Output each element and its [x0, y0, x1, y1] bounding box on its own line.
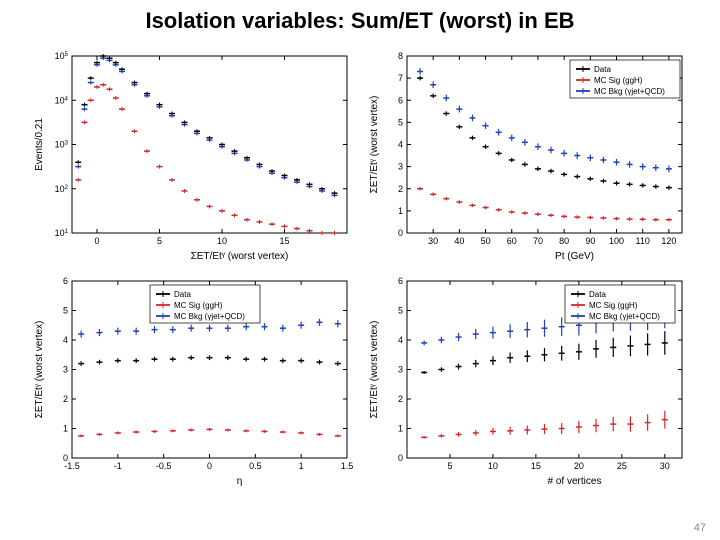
svg-text:1: 1: [63, 424, 68, 434]
svg-text:4: 4: [398, 335, 403, 345]
svg-text:5: 5: [398, 306, 403, 316]
svg-text:MC Bkg (γjet+QCD): MC Bkg (γjet+QCD): [174, 312, 245, 321]
svg-text:4: 4: [63, 335, 68, 345]
svg-text:120: 120: [661, 236, 676, 246]
panel-top-left: 0 5 10 15 101 102 103 104 105 ΣET/Etᵞ (worst vert…: [30, 48, 355, 263]
svg-text:102: 102: [55, 184, 69, 194]
svg-text:7: 7: [398, 73, 403, 83]
svg-text:90: 90: [585, 236, 595, 246]
svg-text:1.5: 1.5: [341, 461, 354, 471]
svg-text:50: 50: [481, 236, 491, 246]
svg-text:MC Sig (ggH): MC Sig (ggH): [174, 301, 223, 310]
svg-text:20: 20: [574, 461, 584, 471]
svg-text:104: 104: [55, 95, 69, 105]
svg-text:10: 10: [488, 461, 498, 471]
svg-text:0: 0: [207, 461, 212, 471]
svg-text:2: 2: [398, 184, 403, 194]
svg-text:30: 30: [660, 461, 670, 471]
svg-text:MC Sig (ggH): MC Sig (ggH): [594, 76, 643, 85]
svg-text:3: 3: [398, 365, 403, 375]
svg-text:5: 5: [398, 117, 403, 127]
svg-text:Data: Data: [174, 290, 191, 299]
panel-top-right: 30 40 50 60 70 80 90 100 110 120 0 1 2 3 4 5 6 7 8 Pt (GeV)…: [365, 48, 690, 263]
svg-text:MC Bkg (γjet+QCD): MC Bkg (γjet+QCD): [594, 87, 665, 96]
svg-text:0: 0: [398, 228, 403, 238]
svg-text:MC Bkg (γjet+QCD): MC Bkg (γjet+QCD): [589, 312, 660, 321]
svg-text:# of vertices: # of vertices: [548, 476, 602, 487]
svg-text:Data: Data: [594, 65, 611, 74]
svg-text:Data: Data: [589, 290, 606, 299]
panel-bottom-right: 5 10 15 20 25 30 0 1 2 3 4 5 6 # of vertices ΣET/Etᵞ (…: [365, 273, 690, 488]
svg-text:ΣET/Etᵞ (worst vertex): ΣET/Etᵞ (worst vertex): [369, 96, 380, 194]
svg-text:80: 80: [559, 236, 569, 246]
svg-text:1: 1: [398, 206, 403, 216]
svg-text:3: 3: [398, 162, 403, 172]
svg-text:105: 105: [55, 51, 69, 61]
svg-text:70: 70: [533, 236, 543, 246]
svg-text:5: 5: [447, 461, 452, 471]
svg-text:101: 101: [55, 228, 69, 238]
svg-text:2: 2: [398, 394, 403, 404]
svg-text:Events/0.21: Events/0.21: [34, 118, 45, 171]
svg-text:15: 15: [531, 461, 541, 471]
svg-text:110: 110: [636, 236, 650, 246]
svg-text:-1: -1: [114, 461, 122, 471]
svg-text:ΣET/Etᵞ (worst vertex): ΣET/Etᵞ (worst vertex): [191, 251, 289, 262]
svg-text:ΣET/Etᵞ (worst vertex): ΣET/Etᵞ (worst vertex): [369, 321, 380, 419]
svg-text:MC Sig (ggH): MC Sig (ggH): [589, 301, 638, 310]
svg-text:6: 6: [63, 276, 68, 286]
page-number: 47: [694, 522, 706, 534]
svg-text:0: 0: [94, 236, 99, 246]
svg-text:ΣET/Etᵞ (worst vertex): ΣET/Etᵞ (worst vertex): [34, 321, 45, 419]
chart-grid: 051015101102103104105ΣET/Etᵞ (worst vert…: [30, 48, 690, 488]
svg-text:40: 40: [454, 236, 464, 246]
svg-text:Pt (GeV): Pt (GeV): [555, 251, 594, 262]
svg-text:0: 0: [398, 453, 403, 463]
svg-text:15: 15: [279, 236, 289, 246]
slide-title: Isolation variables: Sum/ET (worst) in E…: [0, 8, 720, 34]
svg-text:5: 5: [63, 306, 68, 316]
svg-text:1: 1: [299, 461, 304, 471]
panel-bottom-left: -1.5-1-0.500.511.50123456ηΣET/Etᵞ (worst…: [30, 273, 355, 488]
svg-text:6: 6: [398, 276, 403, 286]
svg-text:0: 0: [63, 453, 68, 463]
svg-text:3: 3: [63, 365, 68, 375]
svg-text:8: 8: [398, 51, 403, 61]
svg-text:6: 6: [398, 95, 403, 105]
svg-text:10: 10: [217, 236, 227, 246]
svg-text:30: 30: [428, 236, 438, 246]
svg-text:0.5: 0.5: [249, 461, 262, 471]
svg-text:25: 25: [617, 461, 627, 471]
svg-text:103: 103: [55, 140, 69, 150]
svg-text:2: 2: [63, 394, 68, 404]
svg-text:-0.5: -0.5: [156, 461, 172, 471]
svg-text:1: 1: [398, 424, 403, 434]
svg-text:η: η: [237, 476, 243, 487]
svg-text:60: 60: [507, 236, 517, 246]
svg-text:5: 5: [157, 236, 162, 246]
svg-text:100: 100: [609, 236, 624, 246]
svg-text:4: 4: [398, 140, 403, 150]
